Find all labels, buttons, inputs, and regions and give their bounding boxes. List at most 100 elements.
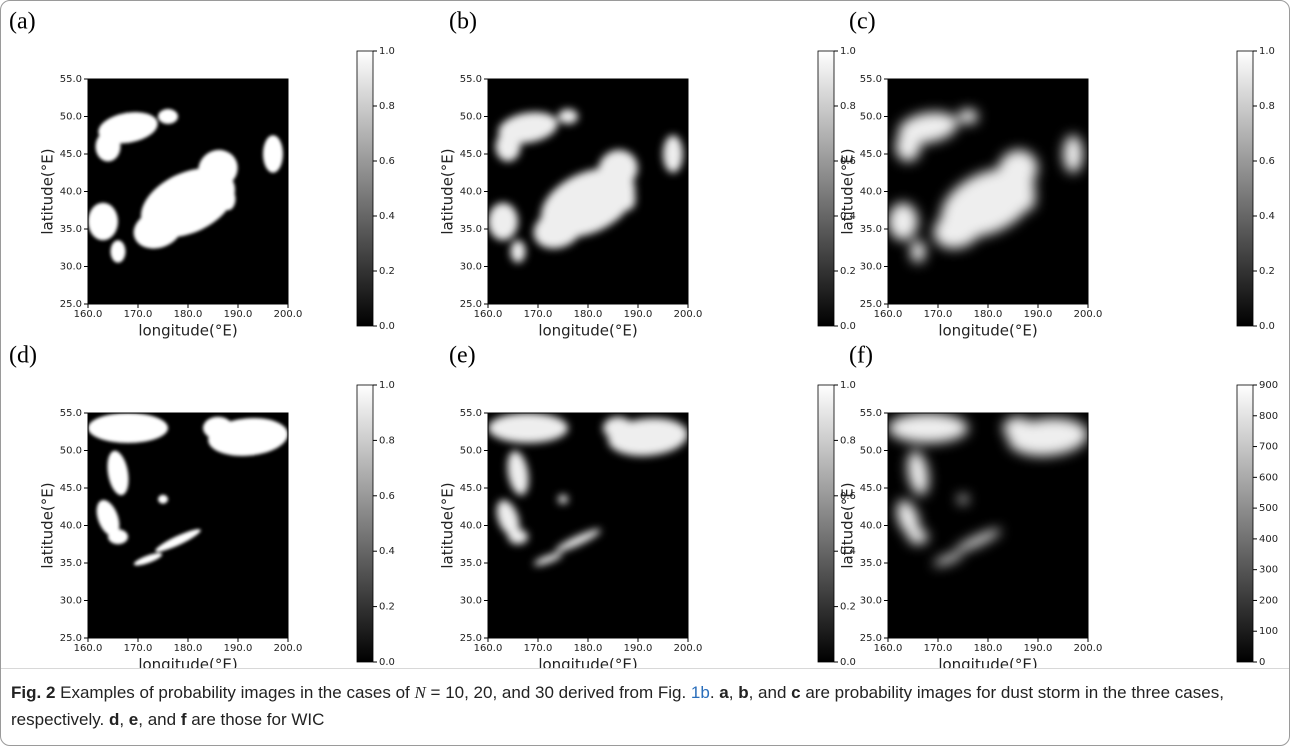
x-tick-label: 180.0 xyxy=(574,643,603,654)
y-axis-label: latitude(°E) xyxy=(39,148,57,234)
heatmap-blob xyxy=(998,149,1038,189)
y-tick-label: 40.0 xyxy=(60,187,82,198)
x-tick-label: 180.0 xyxy=(174,309,203,320)
x-tick-label: 180.0 xyxy=(174,643,203,654)
colorbar-tick-label: 0.8 xyxy=(840,101,856,112)
heatmap-blob xyxy=(955,529,1001,552)
x-axis-label: longitude(°E) xyxy=(138,656,237,670)
y-tick-label: 25.0 xyxy=(460,633,482,644)
colorbar-tick-label: 0.6 xyxy=(1259,156,1275,167)
y-tick-label: 25.0 xyxy=(60,633,82,644)
heatmap-blob xyxy=(198,149,238,189)
heatmap-blob xyxy=(888,202,918,241)
x-axis-label: longitude(°E) xyxy=(538,656,637,670)
colorbar-tick-label: 900 xyxy=(1259,380,1278,391)
heatmap-blob xyxy=(508,529,528,545)
colorbar-tick-label: 1.0 xyxy=(379,380,395,391)
figure-link[interactable]: 1b xyxy=(690,683,710,702)
x-tick-label: 160.0 xyxy=(874,643,903,654)
colorbar-tick-label: 0.0 xyxy=(840,657,856,668)
heatmap-blob xyxy=(96,500,120,536)
caption-text: f xyxy=(180,710,187,729)
colorbar-tick-label: 1.0 xyxy=(840,46,856,57)
y-tick-label: 45.0 xyxy=(860,483,882,494)
y-tick-label: 25.0 xyxy=(860,633,882,644)
colorbar-tick-label: 0.6 xyxy=(379,156,395,167)
heatmap-blob xyxy=(510,240,526,263)
colorbar-tick-label: 0 xyxy=(1259,657,1265,668)
x-axis-label: longitude(°E) xyxy=(938,322,1037,340)
heatmap-blob xyxy=(507,450,529,496)
x-tick-label: 160.0 xyxy=(474,643,503,654)
caption-text: , and xyxy=(748,683,792,702)
heatmap-blob xyxy=(263,135,283,173)
caption-text: , and xyxy=(138,710,181,729)
heatmap-blob xyxy=(158,109,178,124)
heatmap-blob xyxy=(496,500,520,536)
caption-text: e xyxy=(128,710,139,729)
x-tick-label: 170.0 xyxy=(924,643,953,654)
x-axis-label: longitude(°E) xyxy=(138,322,237,340)
y-tick-label: 50.0 xyxy=(460,112,482,123)
panel-label: (c) xyxy=(849,9,876,35)
y-tick-label: 30.0 xyxy=(860,596,882,607)
colorbar-tick-label: 100 xyxy=(1259,626,1278,637)
heatmap-blob xyxy=(107,450,129,496)
heatmap-blob xyxy=(95,131,121,162)
panel-label: (e) xyxy=(449,343,476,369)
caption-text: c xyxy=(791,683,801,702)
y-tick-label: 40.0 xyxy=(60,521,82,532)
heatmap-blob xyxy=(133,553,163,566)
y-tick-label: 35.0 xyxy=(460,224,482,235)
y-tick-label: 40.0 xyxy=(860,521,882,532)
heatmap-blob xyxy=(88,413,168,443)
heatmap-image xyxy=(888,413,1088,566)
caption-text: are those for WIC xyxy=(186,710,325,729)
x-axis-label: longitude(°E) xyxy=(938,656,1037,670)
panel-label: (b) xyxy=(449,9,477,35)
heatmap-blob xyxy=(958,494,968,504)
y-axis-label: latitude(°E) xyxy=(839,482,857,568)
heatmap-blob xyxy=(533,209,583,249)
colorbar-tick-label: 0.2 xyxy=(379,602,395,613)
x-tick-label: 170.0 xyxy=(524,643,553,654)
x-tick-label: 190.0 xyxy=(1024,643,1053,654)
colorbar-tick-label: 0.8 xyxy=(379,101,395,112)
heatmap-blob xyxy=(1063,135,1083,173)
colorbar-tick-label: 0.6 xyxy=(840,156,856,167)
y-tick-label: 30.0 xyxy=(60,596,82,607)
heatmap-blob xyxy=(88,202,118,241)
colorbar xyxy=(817,384,835,663)
colorbar-tick-label: 400 xyxy=(1259,534,1278,545)
heatmap-blob xyxy=(896,500,920,536)
x-tick-label: 170.0 xyxy=(124,309,153,320)
y-tick-label: 25.0 xyxy=(860,299,882,310)
x-tick-label: 170.0 xyxy=(924,309,953,320)
colorbar-tick-label: 500 xyxy=(1259,503,1278,514)
x-tick-label: 180.0 xyxy=(974,643,1003,654)
colorbar-tick-label: 0.4 xyxy=(1259,211,1275,222)
colorbar-tick-label: 1.0 xyxy=(379,46,395,57)
colorbar-tick-label: 0.6 xyxy=(379,491,395,502)
caption-text: N xyxy=(414,683,426,702)
colorbar-tick-label: 0.8 xyxy=(379,435,395,446)
heatmap-blob xyxy=(488,413,568,443)
y-tick-label: 50.0 xyxy=(60,446,82,457)
caption: Fig. 2 Examples of probability images in… xyxy=(11,679,1276,733)
heatmap-blob xyxy=(663,135,683,173)
x-tick-label: 200.0 xyxy=(274,309,303,320)
y-tick-label: 55.0 xyxy=(460,74,482,85)
colorbar xyxy=(817,50,835,327)
x-tick-label: 190.0 xyxy=(1024,309,1053,320)
heatmap-blob xyxy=(158,494,168,504)
panel-label: (a) xyxy=(9,9,36,35)
heatmap-blob xyxy=(958,109,978,124)
x-tick-label: 160.0 xyxy=(474,309,503,320)
colorbar-tick-label: 0.4 xyxy=(840,546,856,557)
heatmap-blob xyxy=(110,240,126,263)
heatmap-image xyxy=(888,109,1083,263)
colorbar xyxy=(356,50,374,327)
colorbar-tick-label: 0.8 xyxy=(840,435,856,446)
x-tick-label: 170.0 xyxy=(124,643,153,654)
colorbar-tick-label: 0.8 xyxy=(1259,101,1275,112)
